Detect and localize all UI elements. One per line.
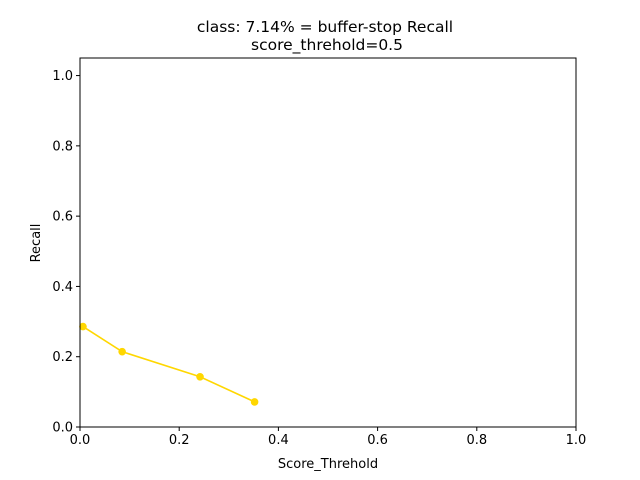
data-point	[196, 372, 204, 381]
y-tick-label: 1.0	[52, 69, 73, 84]
x-tick-label: 0.6	[367, 433, 388, 448]
x-axis-ticks: 0.0 0.2 0.4 0.6 0.8 1.0	[70, 427, 587, 448]
y-tick-label: 0.2	[52, 350, 73, 365]
x-tick-label: 0.8	[466, 433, 487, 448]
chart-subtitle: score_threhold=0.5	[251, 36, 403, 55]
x-tick-label: 1.0	[566, 433, 587, 448]
series-line	[82, 325, 255, 403]
x-axis-label: Score_Threhold	[278, 457, 378, 472]
x-tick-label: 0.0	[70, 433, 91, 448]
y-tick-label: 0.6	[52, 210, 73, 225]
y-tick-label: 0.0	[52, 421, 73, 436]
x-tick-label: 0.2	[169, 433, 190, 448]
axes-frame	[79, 57, 577, 428]
y-tick-label: 0.8	[52, 139, 73, 154]
series-layer	[79, 322, 259, 406]
data-point	[118, 347, 126, 356]
chart-title: class: 7.14% = buffer-stop Recall	[197, 18, 453, 36]
data-point	[79, 322, 87, 331]
y-axis-ticks: 0.0 0.2 0.4 0.6 0.8 1.0	[52, 69, 80, 436]
x-tick-label: 0.4	[268, 433, 289, 448]
y-tick-label: 0.4	[52, 280, 73, 295]
data-point	[250, 398, 259, 406]
y-axis-label: Recall	[29, 224, 44, 263]
